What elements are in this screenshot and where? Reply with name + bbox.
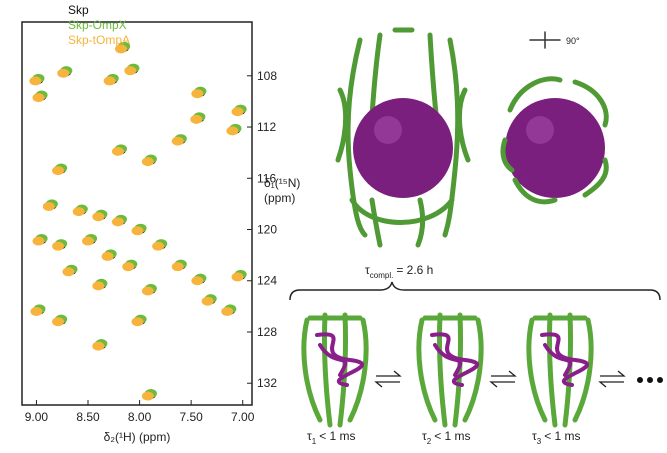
peak [201,296,214,306]
state-time: τ2 < 1 ms [422,429,471,446]
legend-entry: Skp-OmpX [68,18,127,32]
peak [103,76,116,86]
x-tick-label: 7.00 [231,410,255,424]
y-tick-label: 112 [257,120,276,134]
peak [52,241,65,251]
structure-top [500,31,609,205]
peak [32,93,45,103]
x-axis-label: δ₂(¹H) (ppm) [104,430,171,444]
peak [191,276,204,286]
peak [82,236,95,246]
peak [92,341,105,351]
y-tick-label: 116 [257,171,276,185]
peak [231,272,244,282]
peak [191,89,204,99]
peak [72,207,85,217]
x-tick-label: 9.00 [25,410,49,424]
tau: τ [532,429,537,443]
peak [131,317,144,327]
state-structure [301,312,369,428]
cage [526,312,594,428]
peak [226,126,239,136]
time-value: = 2.6 h [396,263,433,277]
substrate [315,332,365,387]
peak [141,286,154,296]
peak [171,136,184,146]
peak [52,317,65,327]
peak [92,281,105,291]
structure-side [335,27,471,248]
y-tick-label: 132 [257,376,277,390]
equilibrium-arrow [489,370,517,388]
peak [141,157,154,167]
peak [62,267,75,277]
peak [29,76,42,86]
states: τ1 < 1 ms τ2 < 1 ms τ3 < 1 ms [301,312,626,446]
cage [416,312,484,428]
y-axis-label: δ₁(¹⁵N) [264,176,300,190]
time-value: < 1 ms [434,429,470,443]
state-time: τ3 < 1 ms [532,429,581,446]
equilibrium-arrow [374,370,402,388]
y-tick-label: 108 [257,69,277,83]
x-tick-label: 8.00 [128,410,152,424]
complex-time: τcompl. = 2.6 h [365,263,433,280]
peak [231,107,244,117]
tau-sub: compl. [370,271,394,280]
state-structure [526,312,594,428]
state-time: τ1 < 1 ms [307,429,356,446]
peak [111,146,124,156]
peak [122,262,135,272]
x-tick-label: 7.50 [179,410,203,424]
ellipsis [637,377,663,383]
peak [111,217,124,227]
tau: τ [365,263,370,277]
time-value: < 1 ms [544,429,580,443]
y-tick-label: 128 [257,325,277,339]
peak [92,212,105,222]
tau-sub: 1 [312,437,317,446]
peak [32,236,45,246]
substrate [430,332,480,387]
tau-sub: 2 [427,437,432,446]
tau: τ [422,429,427,443]
legend-entry: Skp [68,3,89,17]
state-structure [416,312,484,428]
plot-frame [21,21,253,406]
rotation-label: 90° [566,36,580,46]
cage [301,312,369,428]
equilibrium-arrow [598,370,626,388]
substrate [540,332,590,387]
peak [190,114,203,124]
peak [152,241,165,251]
y-axis-label: (ppm) [264,191,295,205]
peak [30,306,43,316]
tau: τ [307,429,312,443]
peak [101,251,114,261]
time-value: < 1 ms [319,429,355,443]
peak [141,391,154,401]
peak [124,66,137,76]
y-tick-label: 120 [257,223,277,237]
tau-sub: 3 [537,437,542,446]
peak [57,68,70,78]
peak [221,306,234,316]
peak [171,262,184,272]
peak [52,166,65,176]
peak [131,226,144,236]
peak [115,44,128,54]
spectrum: 9.00 8.50 8.00 7.50 7.00 108 112 116 120 124 128 13… [21,3,300,444]
x-tick-label: 8.50 [76,410,100,424]
y-tick-label: 124 [257,274,277,288]
brace [289,281,661,301]
peak [42,201,55,211]
legend-entry: Skp-tOmpA [68,33,130,47]
